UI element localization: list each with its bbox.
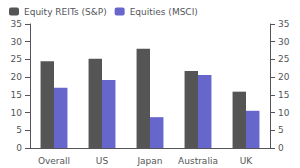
svg-text:15: 15: [11, 90, 22, 100]
svg-text:10: 10: [278, 108, 290, 118]
svg-text:5: 5: [278, 125, 284, 135]
svg-text:Equities (MSCI): Equities (MSCI): [130, 7, 198, 17]
svg-text:UK: UK: [240, 156, 254, 166]
svg-text:20: 20: [278, 72, 290, 82]
svg-text:0: 0: [16, 143, 22, 153]
svg-text:35: 35: [278, 19, 289, 29]
svg-text:20: 20: [11, 72, 23, 82]
svg-text:5: 5: [16, 125, 22, 135]
svg-text:Japan: Japan: [136, 156, 162, 166]
svg-text:Equity REITs (S&P): Equity REITs (S&P): [24, 7, 107, 17]
svg-text:Australia: Australia: [178, 156, 218, 166]
svg-text:30: 30: [278, 37, 290, 47]
svg-text:US: US: [96, 156, 109, 166]
svg-text:0: 0: [278, 143, 284, 153]
svg-text:Overall: Overall: [38, 156, 70, 166]
svg-text:25: 25: [11, 54, 22, 64]
svg-text:30: 30: [11, 37, 23, 47]
svg-text:25: 25: [278, 54, 289, 64]
svg-text:10: 10: [11, 108, 23, 118]
svg-text:15: 15: [278, 90, 289, 100]
svg-text:35: 35: [11, 19, 22, 29]
